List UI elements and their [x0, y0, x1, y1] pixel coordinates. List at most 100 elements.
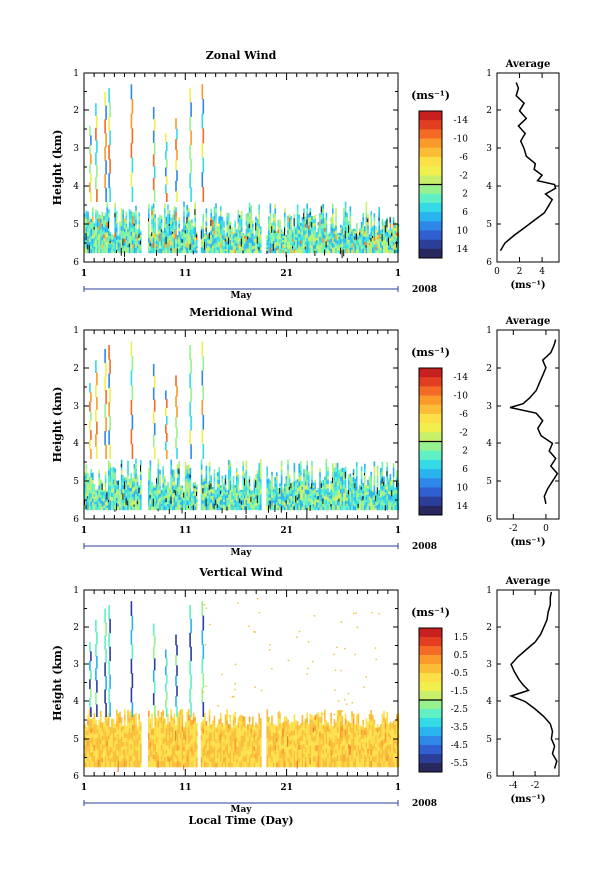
heatmap-cell — [100, 215, 102, 219]
heatmap-cell — [266, 497, 268, 502]
heatmap-cell — [113, 747, 115, 752]
heatmap-cell — [314, 245, 316, 249]
heatmap-cell — [151, 248, 153, 253]
profile-y-tick-label: 1 — [486, 326, 492, 336]
heatmap-cell — [350, 474, 352, 478]
heatmap-cell — [127, 710, 129, 716]
heatmap-cell — [127, 495, 129, 501]
heatmap-cell — [140, 500, 142, 506]
heatmap-cell — [188, 487, 190, 492]
heatmap-cell — [287, 495, 289, 501]
colorbar-bin — [419, 157, 442, 166]
heatmap-cell — [321, 234, 323, 239]
heatmap-cell — [210, 239, 212, 244]
heatmap-cell — [89, 183, 91, 193]
heatmap-cell — [150, 728, 152, 733]
heatmap-cell — [370, 228, 372, 233]
heatmap-cell — [209, 491, 211, 496]
heatmap-cell — [178, 728, 180, 734]
heatmap-cell — [186, 234, 188, 239]
heatmap-cell — [119, 717, 121, 723]
heatmap-cell — [276, 502, 278, 506]
heatmap-cell — [343, 226, 345, 231]
heatmap-cell — [345, 222, 347, 228]
heatmap-cell — [89, 217, 91, 221]
heatmap-cell — [151, 740, 153, 746]
heatmap-cell — [370, 483, 372, 487]
heatmap-cell — [178, 734, 180, 740]
heatmap-cell — [95, 734, 97, 739]
heatmap-cell — [330, 249, 332, 253]
heatmap-cell — [156, 506, 158, 510]
heatmap-cell — [151, 243, 153, 248]
heatmap-cell — [319, 225, 321, 230]
heatmap-cell — [377, 479, 379, 484]
heatmap-cell — [191, 508, 193, 510]
heatmap-cell — [127, 490, 129, 496]
heatmap-cell — [111, 719, 113, 724]
heatmap-cell — [366, 202, 368, 208]
heatmap-cell — [220, 248, 222, 253]
heatmap-cell — [217, 250, 219, 253]
heatmap-cell — [134, 720, 136, 726]
heatmap-cell — [305, 473, 307, 478]
year-label: 2008 — [412, 285, 437, 295]
heatmap-cell — [348, 249, 350, 253]
heatmap-cell — [271, 487, 273, 491]
heatmap-cell — [364, 505, 366, 510]
heatmap-cell — [114, 469, 116, 474]
heatmap-cell — [111, 493, 113, 498]
heatmap-cell — [222, 231, 224, 235]
heatmap-cell — [342, 489, 344, 494]
heatmap-cell — [274, 248, 276, 254]
heatmap-cell — [308, 491, 310, 495]
heatmap-cell — [119, 745, 121, 751]
heatmap-cell — [111, 501, 113, 506]
heatmap-cell — [310, 244, 312, 249]
heatmap-cell — [135, 745, 137, 751]
heatmap-cell — [322, 219, 324, 225]
heatmap-cell — [127, 727, 129, 733]
contour-speckle — [188, 506, 189, 508]
contour-speckle — [190, 475, 191, 478]
heatmap-cell — [330, 231, 332, 235]
contour-speckle — [348, 490, 349, 494]
heatmap-cell — [154, 721, 156, 727]
heatmap-cell — [170, 744, 172, 750]
heatmap-cell — [92, 491, 94, 495]
heatmap-cell — [180, 250, 182, 253]
heatmap-cell — [382, 471, 384, 476]
heatmap-cell — [215, 203, 217, 209]
heatmap-cell — [364, 482, 366, 487]
heatmap-cell — [158, 249, 160, 253]
heatmap-cell — [109, 444, 111, 459]
heatmap-cell — [190, 505, 192, 510]
heatmap-cell — [172, 226, 174, 230]
heatmap-cell — [103, 749, 105, 754]
heatmap-cell — [102, 723, 104, 728]
heatmap-cell — [244, 251, 246, 253]
heatmap-cell — [178, 217, 180, 221]
heatmap-cell — [212, 231, 214, 235]
heatmap-cell — [287, 249, 289, 253]
heatmap-cell — [161, 216, 163, 220]
heatmap-cell — [102, 736, 104, 741]
heatmap-cell — [121, 239, 123, 244]
heatmap-cell — [134, 212, 136, 217]
heatmap-cell — [305, 485, 307, 490]
heatmap-cell — [175, 244, 177, 249]
heatmap-cell — [273, 221, 275, 226]
heatmap-cell — [158, 494, 160, 500]
heatmap-cell — [321, 229, 323, 234]
heatmap-cell — [165, 408, 167, 417]
heatmap-cell — [90, 748, 92, 753]
heatmap-cell — [338, 502, 340, 507]
heatmap-cell — [202, 233, 204, 237]
heatmap-cell — [97, 228, 99, 233]
heatmap-cell — [159, 747, 161, 753]
heatmap-cell — [172, 222, 174, 226]
heatmap-cell — [306, 470, 308, 476]
heatmap-cell — [218, 497, 220, 502]
heatmap-cell — [319, 468, 321, 473]
heatmap-cell — [177, 505, 179, 510]
